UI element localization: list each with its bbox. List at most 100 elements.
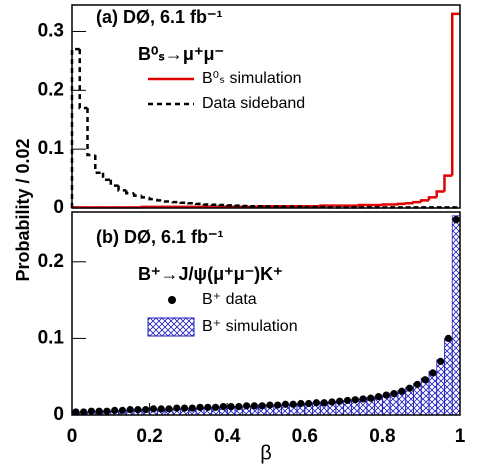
data-point [398, 387, 406, 395]
data-point [250, 402, 258, 410]
data-point [103, 407, 111, 415]
hist-step [381, 203, 391, 206]
hist-step [156, 199, 166, 202]
y-tick-label: 0.2 [38, 251, 64, 272]
legend-label: B⁺ data [202, 291, 257, 308]
hist-step [179, 201, 189, 204]
hist-step [171, 200, 181, 204]
data-point [405, 384, 414, 392]
legend-title: B⁺→J/ψ(μ⁺μ⁻)K⁺ [138, 264, 283, 284]
hist-step [202, 203, 212, 206]
data-point [336, 397, 344, 405]
data-point [95, 407, 103, 415]
hist-step [94, 155, 104, 174]
hist-step [117, 185, 127, 192]
annotation: (b) DØ, 6.1 fb⁻¹ [96, 227, 224, 247]
y-tick-label: 0 [53, 404, 64, 425]
data-point [444, 334, 452, 342]
x-axis-label: β [260, 442, 272, 464]
hist-step [163, 200, 173, 203]
data-point [305, 399, 313, 408]
annotation: (a) DØ, 6.1 fb⁻¹ [96, 7, 223, 27]
data-point [382, 391, 390, 399]
legend-title: B⁰ₛ→μ⁺μ⁻ [138, 44, 224, 64]
hist-step [419, 199, 429, 203]
data-point [390, 389, 398, 398]
data-point [243, 402, 251, 410]
y-axis-label: Probability / 0.02 [13, 138, 33, 281]
hist-bar [428, 370, 438, 416]
hist-step [435, 190, 445, 198]
data-point [111, 406, 119, 415]
data-point [227, 402, 235, 411]
hist-step [357, 203, 367, 207]
y-tick-label: 0.1 [38, 327, 65, 348]
x-tick-label: 0.2 [136, 426, 162, 447]
hist-bar [436, 359, 445, 416]
data-point [289, 400, 297, 408]
data-point [211, 403, 220, 411]
hist-step [101, 172, 111, 182]
data-point [312, 399, 321, 407]
hist-step [443, 174, 453, 192]
data-point [134, 406, 142, 414]
data-point [142, 406, 150, 414]
hist-step [412, 200, 422, 204]
data-point [266, 401, 274, 409]
frame [71, 4, 461, 209]
data-point [413, 380, 421, 388]
frame [71, 211, 461, 416]
data-point [367, 394, 375, 402]
hist-step [404, 202, 414, 205]
x-tick-label: 0.6 [292, 426, 318, 447]
data-point [80, 408, 88, 416]
hist-step [132, 193, 142, 197]
data-point [351, 396, 359, 404]
data-point [173, 404, 181, 412]
hist-step [109, 179, 119, 187]
data-point [87, 407, 95, 415]
hist-step [396, 202, 406, 206]
hist-step [86, 107, 96, 157]
data-point [149, 405, 158, 413]
data-point [196, 403, 204, 411]
legend-label: Data sideband [202, 95, 305, 112]
data-point [359, 395, 367, 403]
data-point [374, 393, 383, 401]
hist-bar [420, 377, 430, 416]
x-tick-label: 0.4 [214, 426, 241, 447]
data-point [165, 405, 173, 413]
data-point [297, 399, 305, 408]
y-tick-label: 0.3 [38, 20, 64, 41]
data-point [180, 404, 189, 412]
x-tick-label: 0.8 [369, 426, 395, 447]
hist-bar [451, 215, 461, 416]
data-point [72, 408, 80, 416]
x-tick-label: 1 [455, 426, 466, 447]
data-point [188, 404, 196, 412]
data-point [274, 401, 282, 409]
x-tick-label: 0 [67, 426, 78, 447]
hist-step [70, 47, 80, 208]
legend-label: B⁺ simulation [202, 318, 298, 335]
hist-bar [413, 383, 422, 416]
data-point [320, 399, 328, 407]
hist-step [148, 197, 158, 201]
hist-step [187, 202, 197, 205]
legend-label: B⁰ₛ simulation [202, 70, 302, 87]
data-point [281, 400, 289, 408]
data-point [429, 369, 437, 377]
data-point [437, 357, 445, 365]
y-tick-label: 0 [53, 197, 64, 218]
data-point [421, 376, 429, 384]
data-point [126, 406, 134, 414]
hist-step [194, 202, 204, 206]
data-point [235, 402, 243, 411]
data-point [118, 406, 127, 415]
y-tick-label: 0.2 [38, 79, 64, 100]
legend-swatch [168, 296, 176, 304]
data-point [452, 216, 460, 224]
data-point [219, 402, 227, 411]
hist-step [450, 12, 460, 176]
